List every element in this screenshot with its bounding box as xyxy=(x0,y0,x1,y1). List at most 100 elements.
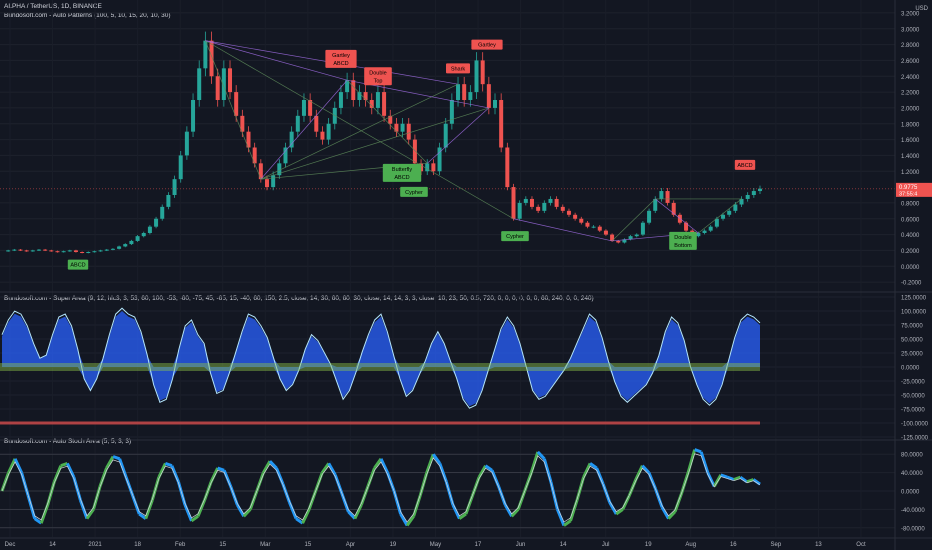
stoch-segment xyxy=(7,458,17,474)
time-tick-label: Jun xyxy=(516,542,526,548)
countdown-value: 37:55:4 xyxy=(899,191,917,197)
candle xyxy=(437,147,442,172)
candle xyxy=(221,68,226,100)
stoch-segment xyxy=(595,467,605,485)
candle xyxy=(43,249,48,251)
stoch-segment xyxy=(556,508,566,527)
candle xyxy=(6,250,11,252)
candle xyxy=(104,249,109,251)
stoch-segment xyxy=(65,462,76,478)
stoch-segment xyxy=(641,464,651,474)
pattern-line xyxy=(698,198,742,234)
time-tick-label: Mar xyxy=(260,542,270,548)
stoch-segment xyxy=(327,462,337,476)
pattern-badge xyxy=(734,159,756,170)
stoch-segment xyxy=(699,451,710,474)
candle xyxy=(117,246,122,249)
candle xyxy=(264,179,269,188)
price-pane xyxy=(0,31,895,254)
candle xyxy=(24,250,29,252)
candle xyxy=(499,100,504,148)
pattern-line xyxy=(260,107,489,180)
candle xyxy=(338,92,343,108)
pattern-label-text: Double xyxy=(369,70,386,76)
stoch-area-legend[interactable]: Bundosoft.com - Auto Stoch Area (5, 5, 3… xyxy=(4,438,132,445)
candle xyxy=(640,222,645,235)
stoch-segment xyxy=(589,462,598,470)
candle xyxy=(172,179,177,195)
stoch-segment xyxy=(739,475,748,484)
stoch-segment xyxy=(320,462,330,474)
stoch-segment xyxy=(451,504,461,520)
candle xyxy=(714,218,719,227)
stoch-segment xyxy=(686,449,697,474)
stoch-segment xyxy=(752,478,761,486)
candle xyxy=(351,80,356,100)
stoch-tick-label: -80.0000 xyxy=(901,526,925,532)
candle xyxy=(308,100,313,116)
stoch-segment xyxy=(144,499,154,520)
stoch-segment xyxy=(118,458,128,478)
time-tick-label: Oct xyxy=(856,542,866,548)
pattern-line xyxy=(346,79,428,164)
stoch-segment xyxy=(536,450,546,460)
super-area-legend[interactable]: Bundosoft.com - Super Area (9, 12, hlc3,… xyxy=(4,295,594,302)
stoch-tick-label: 0.0000 xyxy=(901,490,920,496)
candle xyxy=(147,226,152,233)
time-tick-label: Sep xyxy=(771,542,782,548)
candle xyxy=(36,249,41,251)
candle xyxy=(369,100,374,108)
candle xyxy=(480,60,485,85)
candle xyxy=(67,250,72,252)
candle xyxy=(579,218,584,223)
stoch-segment xyxy=(379,458,389,474)
super-area-negative xyxy=(2,367,760,407)
lower-band xyxy=(0,421,760,425)
super-tick-label: -50.0000 xyxy=(901,394,925,400)
candle xyxy=(295,115,300,132)
candle xyxy=(184,131,189,156)
candle xyxy=(345,80,350,93)
pattern-line xyxy=(426,107,490,164)
pattern-label-text: Double xyxy=(674,235,691,241)
pattern-line xyxy=(205,40,348,81)
candle xyxy=(727,210,732,215)
stoch-signal-line xyxy=(1,453,761,523)
candle xyxy=(696,233,701,237)
auto-patterns-legend[interactable]: Bundosoft.com - Auto Patterns (100, 5, 1… xyxy=(4,12,171,19)
stoch-segment xyxy=(582,462,592,478)
stoch-segment xyxy=(660,506,670,520)
stoch-segment xyxy=(105,455,115,469)
candle xyxy=(425,163,430,172)
stoch-segment xyxy=(529,451,540,474)
stoch-segment xyxy=(425,453,435,474)
candle xyxy=(708,226,713,231)
candle xyxy=(277,163,282,176)
stoch-segment xyxy=(217,466,225,472)
pattern-badge xyxy=(325,49,357,68)
pattern-badge xyxy=(669,231,697,250)
price-tick-label: 2.0000 xyxy=(901,106,920,112)
stoch-segment xyxy=(405,515,415,527)
candle xyxy=(536,206,541,211)
candle xyxy=(388,115,393,124)
candle xyxy=(456,84,461,100)
price-tick-label: 3.0000 xyxy=(901,27,920,33)
pattern-label-text: ABCD xyxy=(333,61,348,67)
pattern-label-text: Shark xyxy=(451,66,466,72)
candle xyxy=(135,236,140,241)
candle xyxy=(160,206,165,219)
pattern-label-text: Gartley xyxy=(478,43,496,49)
candle xyxy=(86,252,91,253)
candle xyxy=(400,123,405,132)
stoch-tick-label: 80.0000 xyxy=(901,453,923,459)
candle xyxy=(474,60,479,93)
stoch-segment xyxy=(353,504,363,520)
super-tick-label: 100.0000 xyxy=(901,310,927,316)
stoch-segment xyxy=(720,473,728,479)
candle xyxy=(289,131,294,148)
stoch-segment xyxy=(438,462,448,483)
stoch-segment xyxy=(196,499,206,517)
